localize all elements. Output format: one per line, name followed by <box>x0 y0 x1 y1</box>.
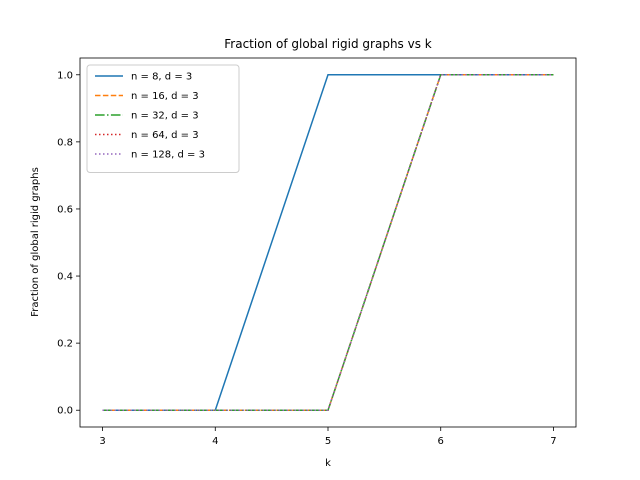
y-tick-label: 0.8 <box>57 137 73 148</box>
y-tick-label: 0.0 <box>57 406 73 417</box>
y-tick-label: 1.0 <box>57 70 73 81</box>
legend-box <box>86 64 240 173</box>
x-tick-label: 4 <box>212 436 218 447</box>
y-tick-label: 0.4 <box>57 272 73 283</box>
y-axis: 0.0 0.2 0.4 0.6 0.8 1.0 <box>57 70 80 417</box>
series-line-5 <box>102 74 554 411</box>
x-tick-label: 3 <box>99 436 105 447</box>
y-axis-label: Fraction of global rigid graphs <box>30 167 41 317</box>
x-tick-label: 6 <box>438 436 444 447</box>
y-tick-label: 0.6 <box>57 204 73 215</box>
legend-label-3: n = 32, d = 3 <box>131 111 199 122</box>
y-tick-label: 0.2 <box>57 339 73 350</box>
x-axis-label: k <box>325 458 331 469</box>
series-layer <box>102 74 554 411</box>
legend: n = 8, d = 3 n = 16, d = 3 n = 32, d = 3 n … <box>86 64 240 173</box>
legend-label-5: n = 128, d = 3 <box>131 150 205 161</box>
legend-label-1: n = 8, d = 3 <box>131 72 192 83</box>
legend-label-2: n = 16, d = 3 <box>131 91 199 102</box>
chart-title: Fraction of global rigid graphs vs k <box>224 37 432 51</box>
legend-label-4: n = 64, d = 3 <box>131 130 199 141</box>
x-tick-label: 5 <box>325 436 331 447</box>
x-axis: 3 4 5 6 7 <box>99 427 557 447</box>
x-tick-label: 7 <box>550 436 556 447</box>
